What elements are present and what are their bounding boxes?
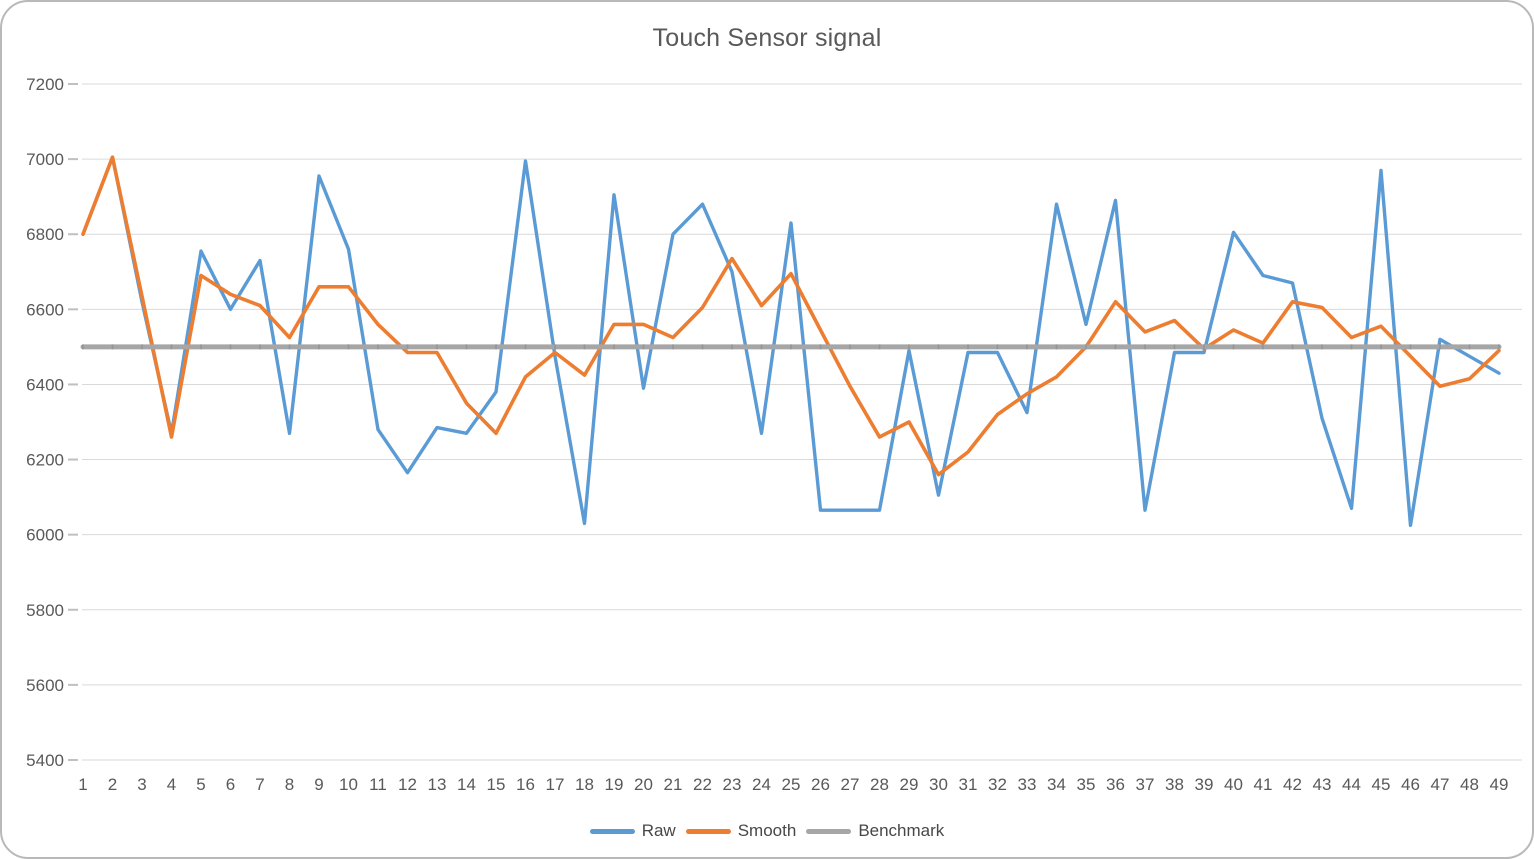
x-tick-label: 27 <box>841 775 860 794</box>
x-tick-label: 48 <box>1460 775 1479 794</box>
x-tick-label: 26 <box>811 775 830 794</box>
legend-item-benchmark[interactable]: Benchmark <box>806 821 944 841</box>
x-tick-label: 41 <box>1254 775 1273 794</box>
legend-label: Benchmark <box>858 821 945 840</box>
x-tick-label: 31 <box>959 775 978 794</box>
legend-swatch-benchmark <box>806 828 852 834</box>
x-tick-label: 43 <box>1313 775 1332 794</box>
y-tick-label: 6800 <box>26 225 64 244</box>
x-tick-label: 25 <box>782 775 801 794</box>
x-tick-label: 37 <box>1136 775 1155 794</box>
y-tick-label: 6400 <box>26 375 64 394</box>
x-tick-label: 6 <box>226 775 235 794</box>
y-tick-label: 5400 <box>26 751 64 770</box>
x-tick-label: 28 <box>870 775 889 794</box>
x-tick-label: 30 <box>929 775 948 794</box>
legend-item-raw[interactable]: Raw <box>589 821 676 841</box>
y-tick-label: 6600 <box>26 300 64 319</box>
x-tick-label: 14 <box>457 775 476 794</box>
x-tick-label: 5 <box>196 775 205 794</box>
x-tick-label: 32 <box>988 775 1007 794</box>
x-tick-label: 12 <box>398 775 417 794</box>
x-tick-label: 3 <box>137 775 146 794</box>
x-tick-label: 8 <box>285 775 294 794</box>
legend-swatch-raw <box>589 828 635 834</box>
y-tick-label: 6000 <box>26 526 64 545</box>
x-tick-label: 35 <box>1077 775 1096 794</box>
raw-series-line <box>81 155 1501 527</box>
legend-swatch-smooth <box>685 828 731 834</box>
x-tick-label: 49 <box>1490 775 1509 794</box>
x-tick-label: 15 <box>487 775 506 794</box>
y-tick-label: 5600 <box>26 676 64 695</box>
x-tick-label: 11 <box>369 775 387 794</box>
legend-item-smooth[interactable]: Smooth <box>685 821 797 841</box>
x-tick-label: 7 <box>255 775 264 794</box>
legend-label: Raw <box>641 821 676 840</box>
legend-label: Smooth <box>737 821 797 840</box>
chart-title: Touch Sensor signal <box>652 24 882 52</box>
x-tick-label: 39 <box>1195 775 1214 794</box>
x-tick-label: 45 <box>1372 775 1391 794</box>
x-tick-label: 22 <box>693 775 712 794</box>
x-tick-label: 1 <box>78 775 87 794</box>
x-tick-label: 38 <box>1165 775 1184 794</box>
y-tick-label: 6200 <box>26 451 64 470</box>
x-tick-label: 24 <box>752 775 771 794</box>
x-tick-label: 10 <box>339 775 358 794</box>
x-tick-label: 33 <box>1018 775 1037 794</box>
y-tick-label: 5800 <box>26 601 64 620</box>
x-tick-label: 42 <box>1283 775 1302 794</box>
x-tick-label: 16 <box>516 775 535 794</box>
x-tick-label: 13 <box>428 775 447 794</box>
x-tick-label: 47 <box>1431 775 1450 794</box>
x-tick-label: 17 <box>546 775 565 794</box>
smooth-series-line <box>81 155 1501 477</box>
x-tick-label: 18 <box>575 775 594 794</box>
x-tick-label: 20 <box>634 775 653 794</box>
x-tick-label: 23 <box>723 775 742 794</box>
x-tick-label: 19 <box>605 775 624 794</box>
chart-legend: Raw Smooth Benchmark <box>2 821 1532 841</box>
x-tick-label: 2 <box>108 775 117 794</box>
x-tick-label: 21 <box>664 775 683 794</box>
x-tick-label: 46 <box>1401 775 1420 794</box>
x-tick-label: 29 <box>900 775 919 794</box>
x-tick-label: 34 <box>1047 775 1066 794</box>
y-tick-label: 7000 <box>26 150 64 169</box>
x-tick-label: 40 <box>1224 775 1243 794</box>
x-tick-label: 36 <box>1106 775 1125 794</box>
x-tick-label: 9 <box>314 775 323 794</box>
x-tick-label: 44 <box>1342 775 1361 794</box>
y-tick-label: 7200 <box>26 75 64 94</box>
x-tick-label: 4 <box>167 775 176 794</box>
